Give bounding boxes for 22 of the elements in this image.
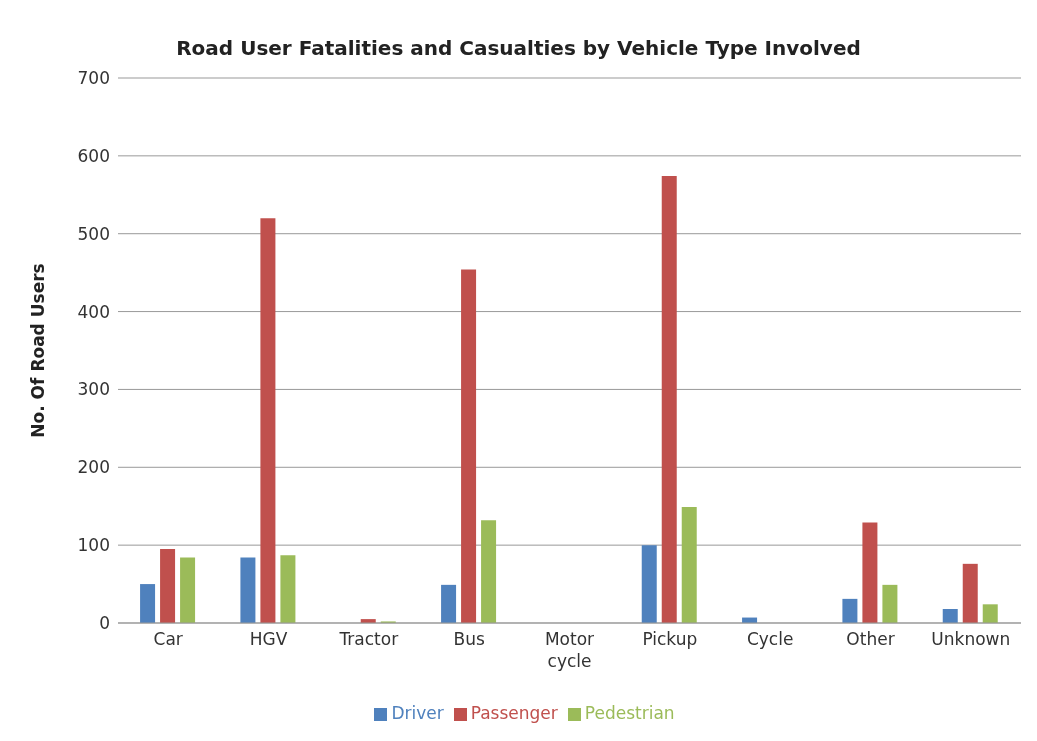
y-tick-label: 100 xyxy=(77,535,110,556)
x-tick-label: Bus xyxy=(453,629,485,649)
y-tick-label: 700 xyxy=(77,68,110,89)
y-axis-title: No. Of Road Users xyxy=(28,263,49,438)
chart-title: Road User Fatalities and Casualties by Vehicle Type Involved xyxy=(175,36,862,60)
y-tick-label: 300 xyxy=(77,379,110,400)
legend-label: Passenger xyxy=(470,703,558,723)
x-tick-label: Motor cycle xyxy=(544,629,595,671)
x-tick-label: Unknown xyxy=(931,629,1011,649)
x-tick-label: HGV xyxy=(249,629,288,649)
x-tick-label: Tractor xyxy=(338,629,399,649)
x-tick-label: Car xyxy=(153,629,183,649)
y-tick-label: 200 xyxy=(77,457,110,478)
legend-label: Driver xyxy=(391,703,444,723)
y-tick-label: 600 xyxy=(77,145,110,166)
x-tick-label: Cycle xyxy=(746,629,794,649)
x-tick-label: Pickup xyxy=(642,629,698,649)
y-tick-label: 500 xyxy=(77,223,110,244)
y-tick-label: 0 xyxy=(99,613,110,634)
y-tick-label: 400 xyxy=(77,301,110,322)
x-tick-label: Other xyxy=(846,629,895,649)
legend-label: Pedestrian xyxy=(584,703,675,723)
